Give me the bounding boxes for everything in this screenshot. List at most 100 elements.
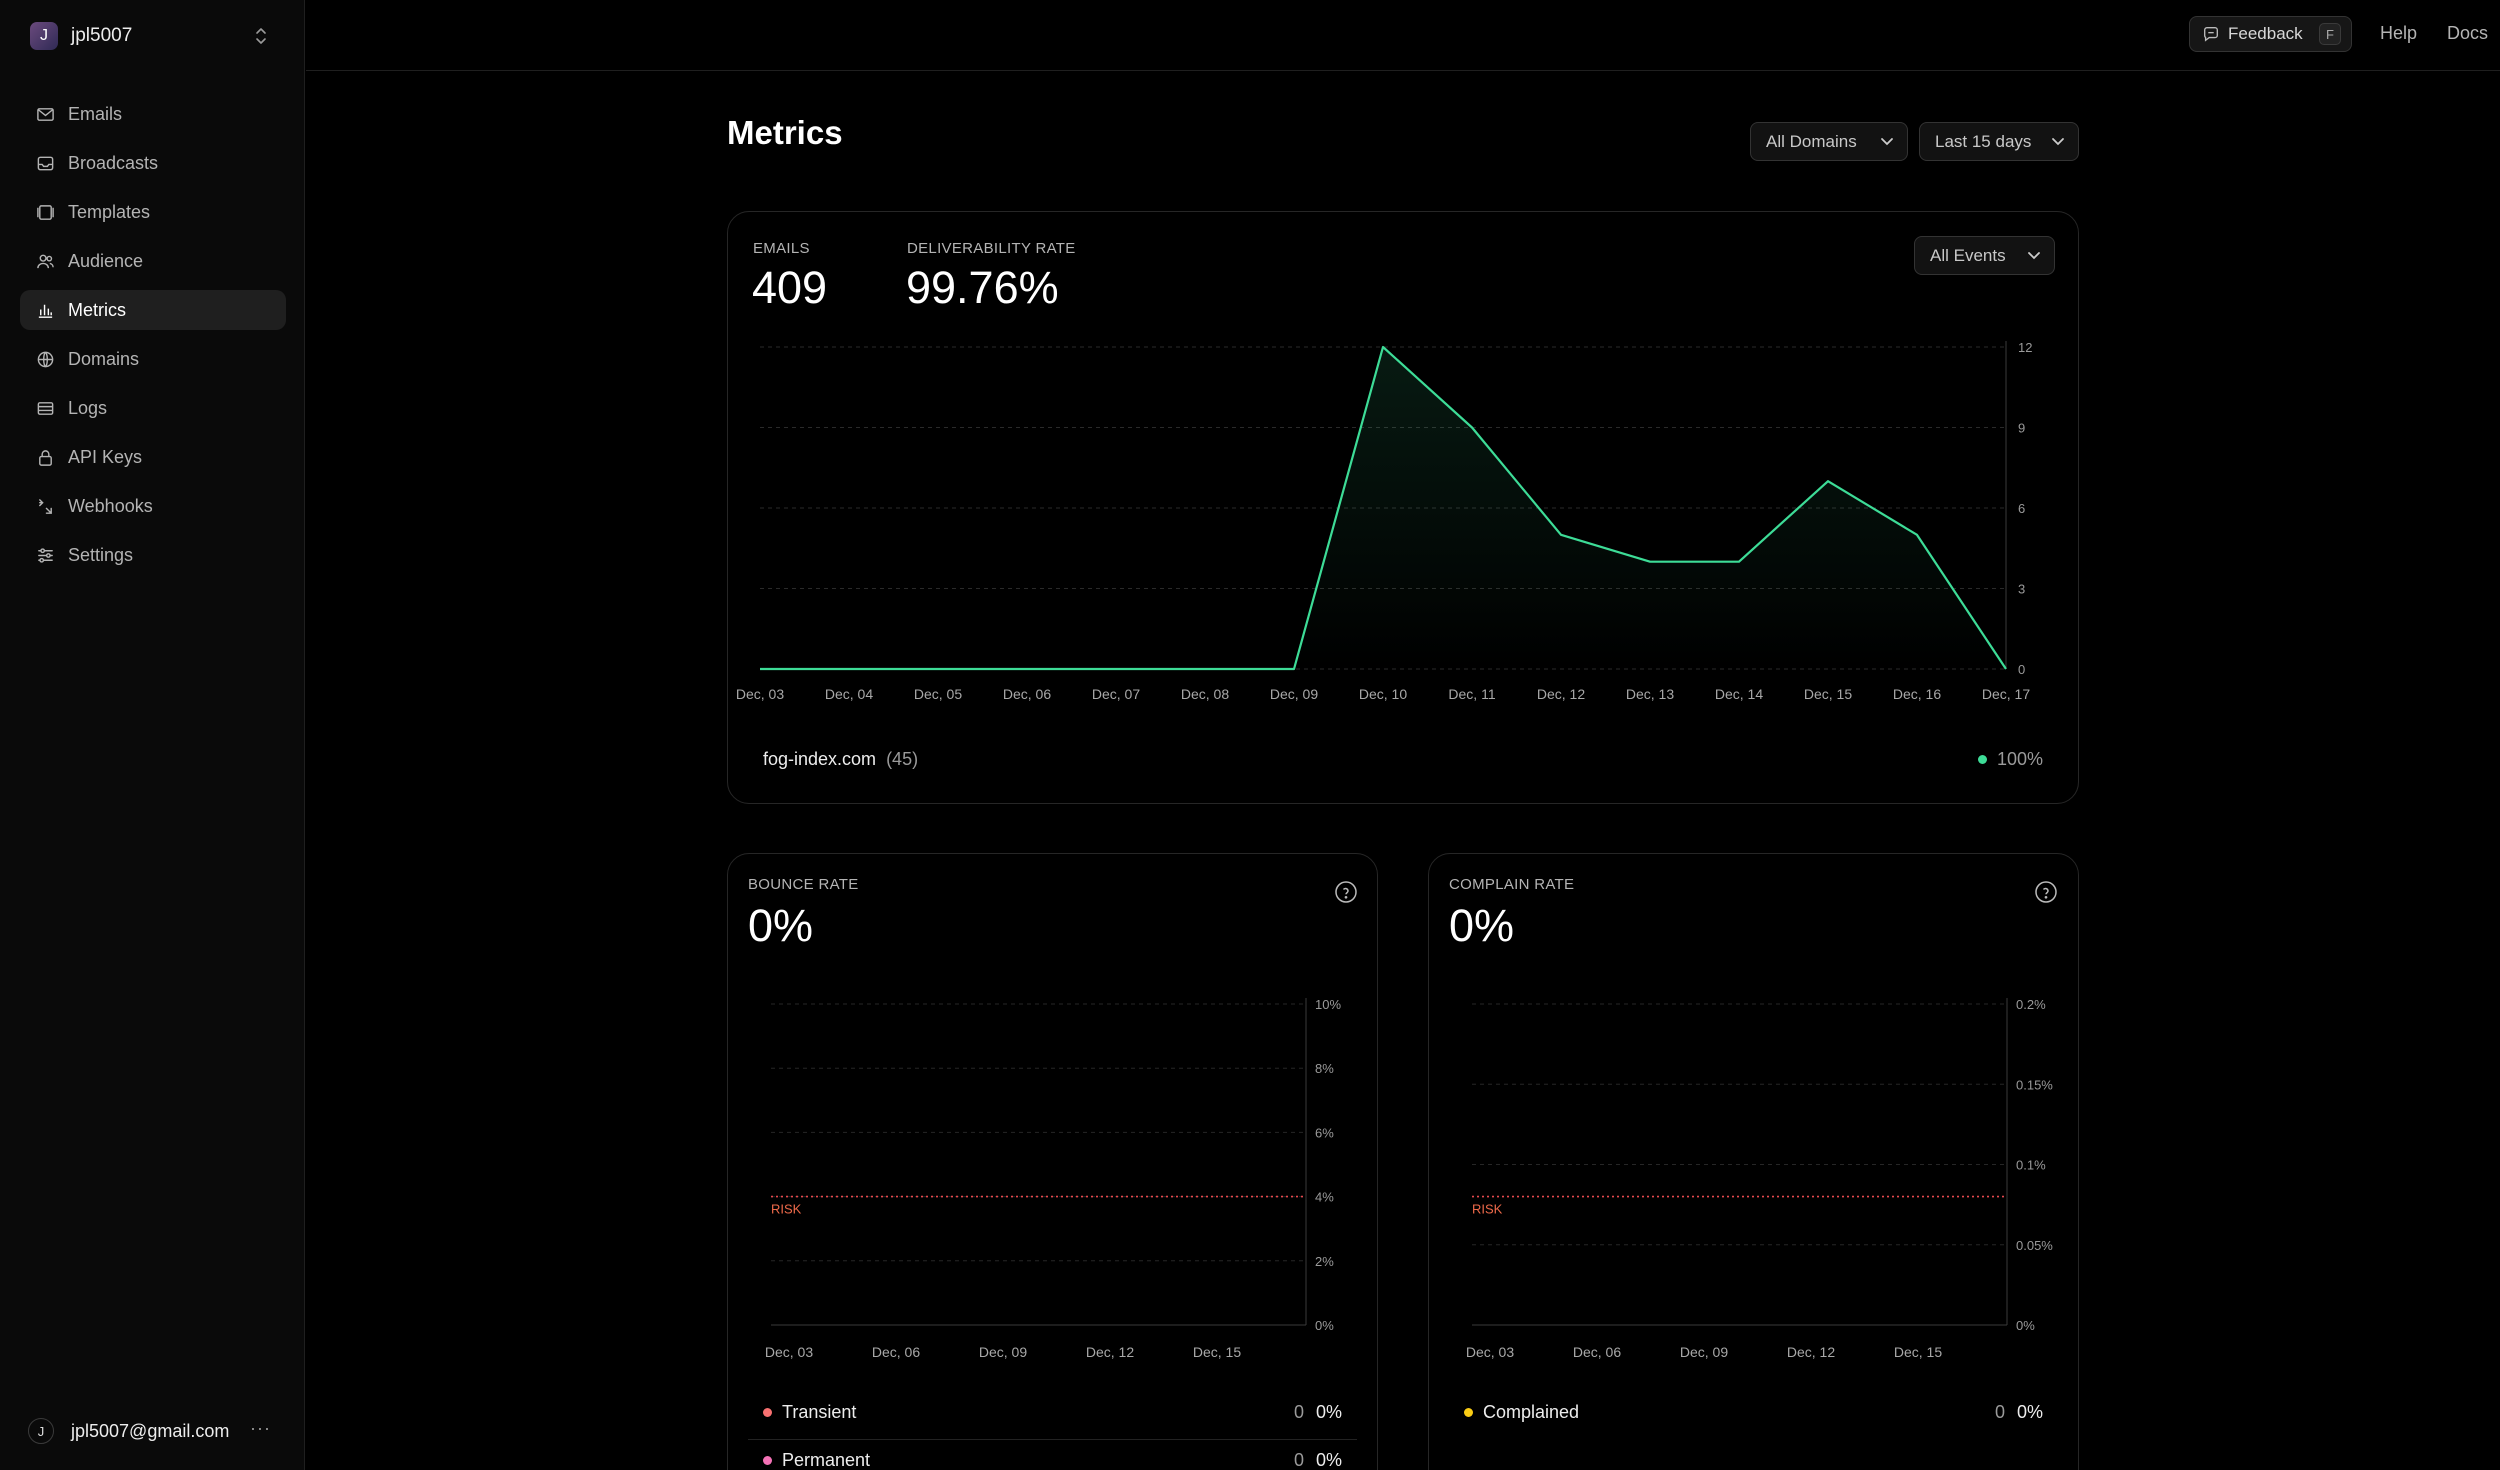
x-tick-label: Dec, 06 (1003, 686, 1051, 702)
page-title: Metrics (727, 114, 843, 151)
bounce-rate-label: BOUNCE RATE (748, 876, 859, 893)
y-tick-label: 6% (1315, 1125, 1334, 1140)
events-filter-dropdown[interactable]: All Events (1914, 236, 2055, 275)
deliverability-label: DELIVERABILITY RATE (907, 240, 1076, 257)
y-tick-label: 0.2% (2016, 997, 2046, 1012)
chevron-down-icon (2028, 252, 2040, 260)
x-tick-label: Dec, 03 (1466, 1344, 1514, 1360)
y-tick-label: 12 (2018, 340, 2032, 355)
x-tick-label: Dec, 13 (1626, 686, 1674, 702)
x-tick-label: Dec, 15 (1894, 1344, 1942, 1360)
docs-link[interactable]: Docs (2447, 23, 2489, 43)
complained-pct: 0% (2016, 1402, 2043, 1422)
domain-rate-value: 100% (1996, 749, 2043, 769)
sidebar-item-settings[interactable]: Settings (20, 535, 286, 575)
more-icon[interactable]: ··· (250, 1418, 271, 1438)
sidebar-item-label: Logs (68, 397, 108, 418)
y-tick-label: 0 (2018, 662, 2025, 677)
legend-dot (763, 1408, 772, 1417)
help-circle-icon[interactable] (1334, 880, 1358, 904)
complain-rate-label: COMPLAIN RATE (1449, 876, 1575, 893)
help-circle-icon[interactable] (2034, 880, 2058, 904)
domain-name: fog-index.com (763, 749, 877, 769)
overview-card: EMAILS 409 DELIVERABILITY RATE 99.76% Al… (727, 211, 2079, 804)
domain-legend-row[interactable]: fog-index.com (45) (763, 749, 918, 770)
transient-values: 0 0% (1294, 1402, 1342, 1423)
feedback-shortcut: F (2319, 23, 2341, 45)
feedback-button[interactable]: Feedback F (2189, 16, 2352, 52)
user-email: jpl5007@gmail.com (71, 1420, 230, 1441)
sidebar-item-emails[interactable]: Emails (20, 94, 286, 134)
area-fill (760, 347, 2006, 669)
sidebar-item-label: Metrics (68, 299, 126, 320)
divider (748, 1439, 1357, 1440)
transient-count: 0 (1293, 1402, 1304, 1422)
emails-value: 409 (752, 262, 828, 313)
x-tick-label: Dec, 11 (1448, 686, 1495, 702)
y-tick-label: 0.15% (2016, 1077, 2053, 1092)
complain-rate-chart: 0% 0.05% 0.1% 0.15% 0.2% RISK Dec, 03 Dec, 06 De… (1466, 997, 2053, 1360)
sidebar-item-label: Audience (68, 250, 144, 271)
x-tick-label: Dec, 05 (914, 686, 962, 702)
sidebar-item-domains[interactable]: Domains (20, 339, 286, 379)
domain-filter-dropdown[interactable]: All Domains (1750, 122, 1908, 161)
domain-rate: 100% (1977, 749, 2043, 770)
team-switcher[interactable]: J jpl5007 (30, 20, 280, 52)
legend-label: Permanent (782, 1450, 871, 1470)
sliders-icon (38, 547, 53, 563)
bounce-rate-card: BOUNCE RATE 0% 0% 2% 4% 6% 8% 10% RISK Dec, 03 D… (727, 853, 1378, 1470)
sidebar-item-label: Broadcasts (68, 152, 159, 173)
sidebar-item-audience[interactable]: Audience (20, 241, 286, 281)
logs-icon (37, 401, 54, 415)
sidebar-item-webhooks[interactable]: Webhooks (20, 486, 286, 526)
mail-icon (37, 107, 54, 121)
team-name: jpl5007 (71, 25, 133, 46)
x-tick-label: Dec, 15 (1193, 1344, 1241, 1360)
y-tick-label: 0% (2016, 1318, 2035, 1333)
emails-label: EMAILS (753, 240, 810, 257)
complained-count: 0 (1994, 1402, 2005, 1422)
message-icon (2204, 27, 2218, 42)
x-tick-label: Dec, 09 (1270, 686, 1318, 702)
help-link[interactable]: Help (2380, 23, 2418, 43)
range-filter-value: Last 15 days (1935, 131, 2032, 151)
complain-rate-value: 0% (1449, 900, 1515, 951)
sidebar: J jpl5007 Emails Broadcasts Templates Au… (0, 0, 305, 1470)
sidebar-item-broadcasts[interactable]: Broadcasts (20, 143, 286, 183)
sidebar-item-logs[interactable]: Logs (20, 388, 286, 428)
deliverability-value: 99.76% (906, 262, 1059, 313)
legend-label: Transient (782, 1402, 857, 1422)
x-tick-label: Dec, 10 (1359, 686, 1407, 702)
transient-pct: 0% (1315, 1402, 1342, 1422)
globe-icon (37, 351, 54, 367)
risk-label: RISK (771, 1202, 802, 1217)
legend-label: Complained (1483, 1402, 1580, 1422)
x-tick-label: Dec, 17 (1982, 686, 2030, 702)
x-tick-label: Dec, 14 (1715, 686, 1763, 702)
domain-filter-value: All Domains (1766, 131, 1857, 151)
x-tick-label: Dec, 03 (765, 1344, 813, 1360)
permanent-pct: 0% (1315, 1450, 1342, 1470)
chevron-up-down-icon (256, 28, 266, 44)
x-tick-label: Dec, 06 (1573, 1344, 1621, 1360)
sidebar-item-label: Settings (68, 544, 134, 565)
sidebar-item-templates[interactable]: Templates (20, 192, 286, 232)
sidebar-item-metrics[interactable]: Metrics (20, 290, 286, 330)
sidebar-item-api-keys[interactable]: API Keys (20, 437, 286, 477)
y-tick-label: 6 (2018, 501, 2025, 516)
x-tick-label: Dec, 15 (1804, 686, 1852, 702)
complain-rate-card: COMPLAIN RATE 0% 0% 0.05% 0.1% 0.15% 0.2% RIS… (1428, 853, 2079, 1470)
inbox-icon (37, 156, 54, 170)
x-tick-label: Dec, 03 (736, 686, 784, 702)
range-filter-dropdown[interactable]: Last 15 days (1919, 122, 2079, 161)
y-tick-label: 2% (1315, 1254, 1334, 1269)
team-avatar: J (30, 22, 58, 50)
x-tick-label: Dec, 08 (1181, 686, 1229, 702)
y-tick-label: 9 (2018, 421, 2025, 436)
lock-icon (39, 449, 52, 466)
user-menu[interactable]: J jpl5007@gmail.com ··· (28, 1414, 283, 1448)
chevron-down-icon (2052, 138, 2064, 146)
y-tick-label: 0% (1315, 1318, 1334, 1333)
y-tick-label: 0.1% (2016, 1158, 2046, 1173)
avatar: J (28, 1418, 54, 1444)
